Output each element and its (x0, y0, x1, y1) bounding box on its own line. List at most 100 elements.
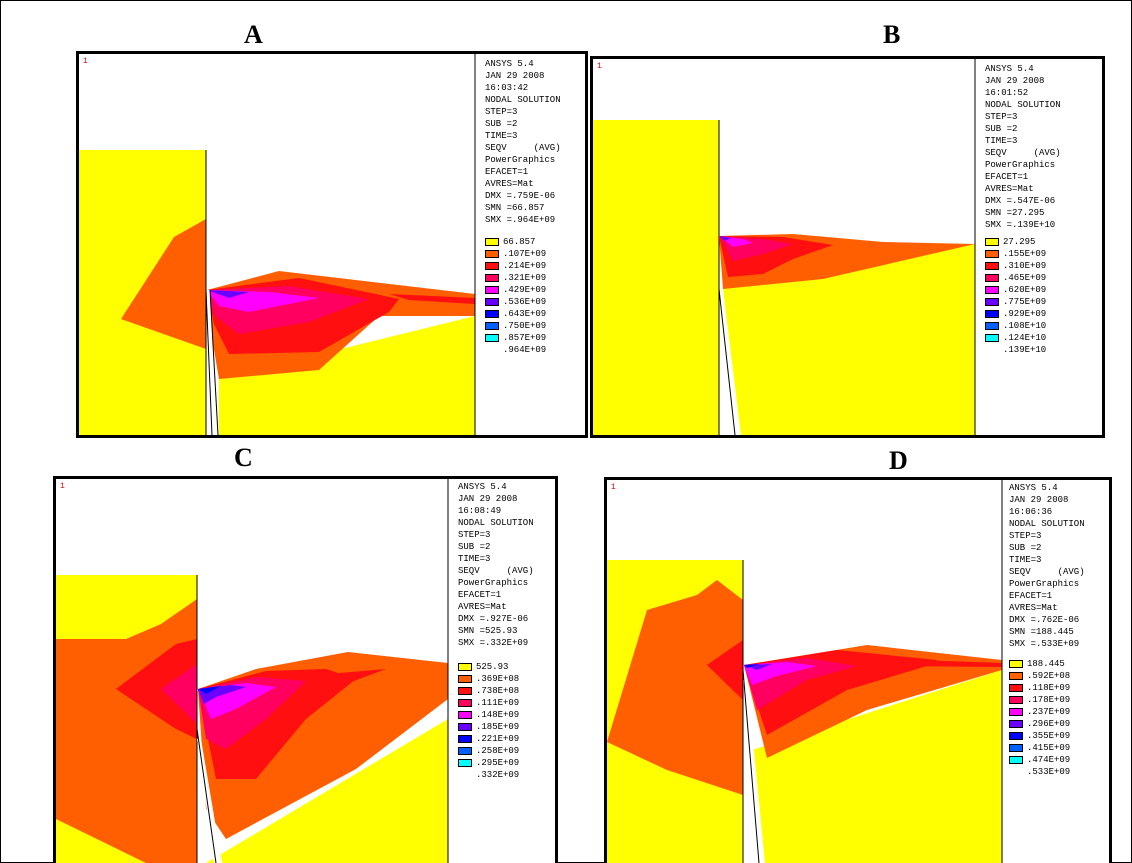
legend-swatch (458, 675, 472, 683)
info-line: EFACET=1 (1009, 591, 1053, 601)
info-line: PowerGraphics (485, 155, 556, 165)
legend-value: .139E+10 (1003, 345, 1047, 355)
legend-value: .474E+09 (1027, 755, 1071, 765)
legend-value: .295E+09 (476, 758, 520, 768)
legend-value: .929E+09 (1003, 309, 1047, 319)
info-line: TIME=3 (458, 554, 491, 564)
legend-swatch (1009, 708, 1023, 716)
band-yellow-left (593, 120, 719, 435)
info-line: PowerGraphics (985, 160, 1056, 170)
window-number: 1 (83, 57, 88, 66)
stress-contour-d (607, 480, 1003, 863)
info-line: ANSYS 5.4 (485, 59, 534, 69)
band-red-streak (389, 294, 475, 304)
info-line: NODAL SOLUTION (1009, 519, 1085, 529)
contour-plot-c: 1 ANSYS 5.4 JAN 29 2008 16:08:49 NODAL SOLU… (53, 476, 558, 863)
legend-swatch (458, 687, 472, 695)
info-line: SEQV (AVG) (985, 148, 1061, 158)
info-line: SEQV (AVG) (458, 566, 534, 576)
band-yellow-right (752, 670, 1002, 863)
legend-swatch (1009, 756, 1023, 764)
info-block-b: ANSYS 5.4 JAN 29 2008 16:01:52 NODAL SOLUTI… (985, 63, 1061, 231)
panel-letter-b: B (883, 20, 901, 49)
info-line: STEP=3 (458, 530, 491, 540)
band-red-streak (316, 669, 386, 684)
crack-edge (196, 728, 217, 863)
legend-swatch (985, 334, 999, 342)
window-number: 1 (597, 62, 602, 71)
legend-swatch (985, 250, 999, 258)
legend-value: .221E+09 (476, 734, 520, 744)
band-red-left (707, 640, 743, 700)
legend-swatch (485, 250, 499, 258)
legend-value: .429E+09 (503, 285, 547, 295)
info-line: ANSYS 5.4 (458, 482, 507, 492)
info-line: NODAL SOLUTION (485, 95, 561, 105)
legend-value: .118E+09 (1027, 683, 1071, 693)
band-orange-tip (440, 689, 448, 697)
band-red-left (116, 639, 197, 739)
legend-swatch (985, 322, 999, 330)
legend-swatch (485, 262, 499, 270)
band-violet (207, 290, 249, 298)
legend-value: .148E+09 (476, 710, 520, 720)
info-line: 16:01:52 (985, 88, 1029, 98)
info-line: TIME=3 (985, 136, 1018, 146)
info-line: STEP=3 (985, 112, 1018, 122)
band-crimson-left (161, 664, 197, 724)
legend-value: .738E+08 (476, 686, 520, 696)
legend-value: .592E+08 (1027, 671, 1071, 681)
legend-value: .178E+09 (1027, 695, 1071, 705)
legend-swatch (985, 262, 999, 270)
window-number: 1 (60, 482, 65, 491)
info-line: SMX =.332E+09 (458, 638, 529, 648)
legend-value: .296E+09 (1027, 719, 1071, 729)
info-line: PowerGraphics (458, 578, 529, 588)
legend-value: 525.93 (476, 662, 509, 672)
legend-swatch (485, 334, 499, 342)
legend-value: .107E+09 (503, 249, 547, 259)
legend-value: .369E+08 (476, 674, 520, 684)
legend-value: 66.857 (503, 237, 536, 247)
info-line: JAN 29 2008 (985, 76, 1045, 86)
info-line: SMN =188.445 (1009, 627, 1074, 637)
info-line: AVRES=Mat (458, 602, 507, 612)
legend-swatch (1009, 720, 1023, 728)
crack-edge-right (209, 289, 219, 435)
legend-swatch (458, 735, 472, 743)
stress-contour-c (56, 479, 449, 863)
legend-value: 188.445 (1027, 659, 1065, 669)
info-line: AVRES=Mat (485, 179, 534, 189)
info-line: PowerGraphics (1009, 579, 1080, 589)
info-line: SMX =.964E+09 (485, 215, 556, 225)
legend-value: .964E+09 (503, 345, 547, 355)
crack-gap (206, 290, 218, 435)
info-line: DMX =.927E-06 (458, 614, 529, 624)
legend-swatch (985, 310, 999, 318)
info-line: ANSYS 5.4 (985, 64, 1034, 74)
window-number: 1 (611, 483, 616, 492)
info-line: ANSYS 5.4 (1009, 483, 1058, 493)
panel-letter-c: C (234, 443, 253, 472)
band-violet (719, 236, 731, 241)
legend-value: .643E+09 (503, 309, 547, 319)
info-line: STEP=3 (1009, 531, 1042, 541)
legend-swatch (985, 274, 999, 282)
info-line: TIME=3 (1009, 555, 1042, 565)
band-orange-left (121, 219, 206, 349)
info-line: JAN 29 2008 (1009, 495, 1069, 505)
legend-swatch (485, 322, 499, 330)
info-line: DMX =.547E-06 (985, 196, 1056, 206)
crack-gap (743, 680, 765, 863)
info-line: SUB =2 (458, 542, 491, 552)
legend-value: .775E+09 (1003, 297, 1047, 307)
legend-value: .321E+09 (503, 273, 547, 283)
legend-value: .214E+09 (503, 261, 547, 271)
legend-value: .415E+09 (1027, 743, 1071, 753)
band-orange-streak (394, 306, 475, 312)
legend-value: .185E+09 (476, 722, 520, 732)
band-red-streak (857, 658, 1002, 667)
band-blue (198, 686, 221, 694)
legend-swatch (1009, 660, 1023, 668)
info-block-d: ANSYS 5.4 JAN 29 2008 16:06:36 NODAL SOLUTI… (1009, 482, 1085, 650)
